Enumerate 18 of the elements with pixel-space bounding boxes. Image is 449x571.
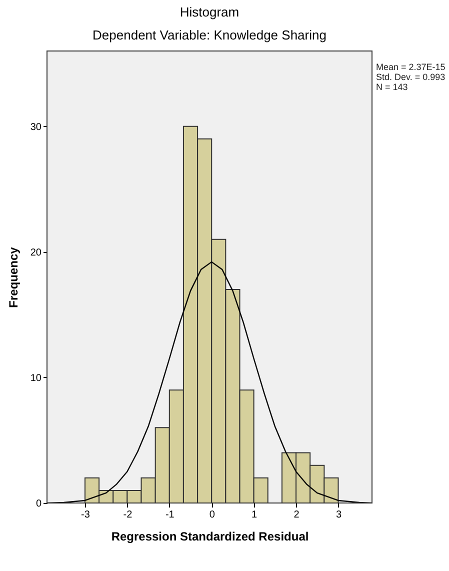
x-tick-label: 1 <box>252 510 258 520</box>
x-tick-label: -3 <box>81 510 90 520</box>
y-axis-title: Frequency <box>6 246 20 308</box>
text: N = 143 <box>376 82 408 92</box>
text: Std. Dev. = 0.993 <box>376 72 446 82</box>
chart-subtitle: Dependent Variable: Knowledge Sharing <box>92 28 326 42</box>
x-axis-title: Regression Standardized Residual <box>111 530 309 544</box>
x-tick-label: -2 <box>123 510 133 520</box>
y-tick-label: 20 <box>30 247 42 258</box>
x-tick-label: 2 <box>294 510 300 520</box>
x-tick-label: 0 <box>209 510 216 520</box>
y-tick-label: 30 <box>30 122 42 133</box>
x-tick-label: -1 <box>165 510 175 520</box>
x-tick-label: 3 <box>336 510 342 520</box>
y-tick-label: 0 <box>36 498 42 510</box>
y-tick-label: 10 <box>30 372 42 384</box>
chart-title: Histogram <box>180 4 240 20</box>
text: Mean = 2.37E-15 <box>376 62 446 72</box>
